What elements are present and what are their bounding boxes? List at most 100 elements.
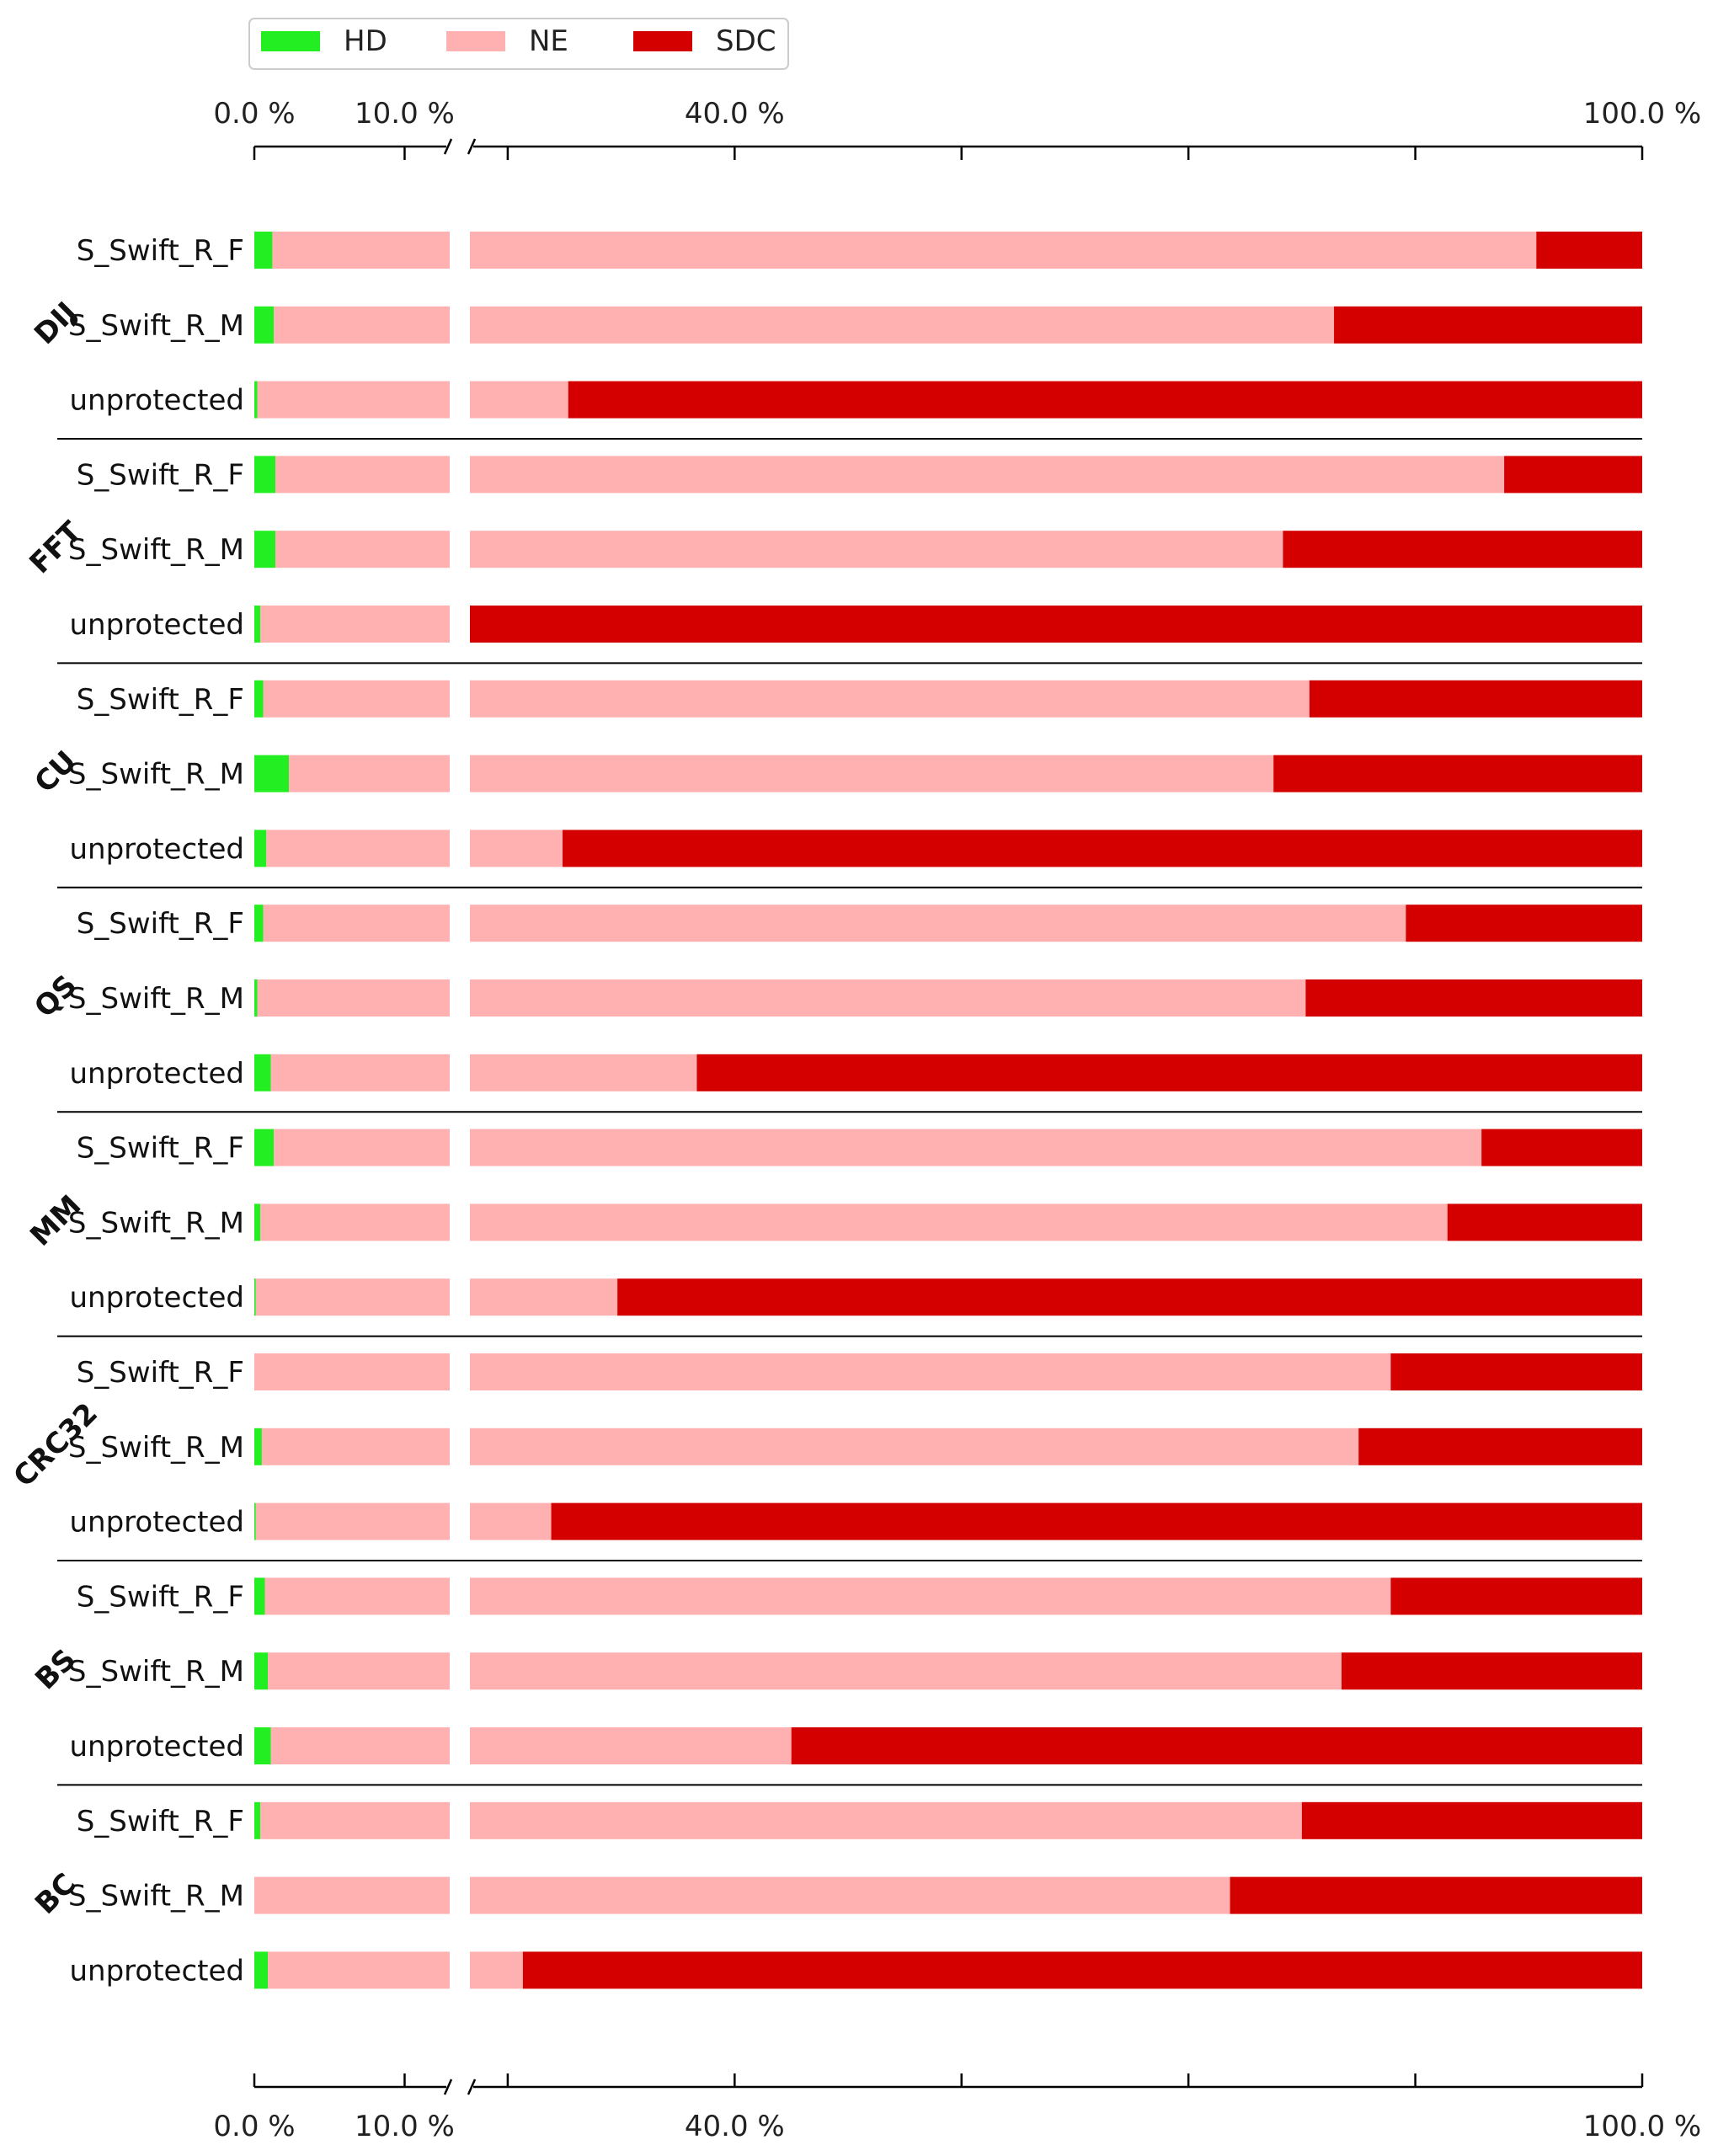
bar-ne bbox=[470, 830, 563, 867]
bar-sdc bbox=[696, 1054, 1642, 1091]
bar-ne bbox=[254, 1876, 450, 1914]
bar-hd bbox=[254, 680, 264, 718]
bar-sdc bbox=[1230, 1876, 1642, 1914]
bar-ne bbox=[275, 531, 450, 568]
bar-ne bbox=[470, 1353, 1391, 1390]
bar-sdc bbox=[1342, 1652, 1642, 1690]
bar-hd bbox=[254, 456, 275, 494]
bar-sdc bbox=[551, 1502, 1642, 1540]
bar-sdc bbox=[1390, 1577, 1642, 1615]
bar-hd bbox=[254, 1203, 261, 1241]
bar-ne bbox=[470, 531, 1283, 568]
top-axis-tick-label: 100.0 % bbox=[1583, 97, 1701, 131]
bar-sdc bbox=[568, 381, 1642, 419]
bar-sdc bbox=[470, 606, 1642, 643]
bar-sdc bbox=[1334, 306, 1642, 344]
category-label: unprotected bbox=[70, 1506, 245, 1540]
category-label: S_Swift_R_F bbox=[77, 1132, 244, 1166]
category-label: S_Swift_R_M bbox=[68, 309, 244, 343]
bar-ne bbox=[255, 1502, 450, 1540]
bar-ne bbox=[268, 1951, 450, 1989]
bar-ne bbox=[274, 1129, 450, 1166]
bar-ne bbox=[257, 979, 450, 1017]
legend-label-hd: HD bbox=[344, 24, 387, 58]
category-label: S_Swift_R_F bbox=[77, 1580, 244, 1614]
bar-ne bbox=[470, 1951, 523, 1989]
group-label: CU bbox=[28, 744, 83, 799]
category-label: S_Swift_R_M bbox=[68, 758, 244, 792]
bar-sdc bbox=[1406, 905, 1642, 942]
bar-sdc bbox=[1301, 1801, 1642, 1839]
category-labels: S_Swift_R_FS_Swift_R_MunprotectedDIJS_Sw… bbox=[7, 234, 244, 1988]
bar-hd bbox=[254, 606, 261, 643]
category-label: S_Swift_R_F bbox=[77, 1356, 244, 1390]
top-axis-tick-label: 0.0 % bbox=[213, 97, 295, 131]
bar-ne bbox=[470, 1428, 1359, 1465]
legend-box bbox=[248, 18, 789, 70]
bar-hd bbox=[254, 1502, 256, 1540]
bar-sdc bbox=[1504, 456, 1642, 494]
bar-ne bbox=[270, 1054, 450, 1091]
category-label: unprotected bbox=[70, 1057, 245, 1091]
bar-sdc bbox=[1536, 232, 1642, 269]
bar-hd bbox=[254, 1652, 269, 1690]
category-label: unprotected bbox=[70, 608, 245, 642]
bar-sdc bbox=[1358, 1428, 1642, 1465]
category-label: unprotected bbox=[70, 1281, 245, 1315]
bar-ne bbox=[470, 1801, 1302, 1839]
category-label: S_Swift_R_M bbox=[68, 533, 244, 567]
bar-hd bbox=[254, 306, 275, 344]
group-label: DIJ bbox=[28, 296, 83, 351]
bottom-axis-tick-label: 0.0 % bbox=[213, 2110, 295, 2143]
top-axis-tick-label: 10.0 % bbox=[355, 97, 455, 131]
bar-sdc bbox=[617, 1278, 1642, 1316]
bar-ne bbox=[470, 1876, 1230, 1914]
top-axis-tick-label: 40.0 % bbox=[685, 97, 785, 131]
bar-hd bbox=[254, 755, 290, 792]
bar-ne bbox=[470, 1577, 1391, 1615]
bar-ne bbox=[261, 1428, 450, 1465]
bottom-axis-tick-label: 100.0 % bbox=[1583, 2110, 1701, 2143]
bar-sdc bbox=[791, 1727, 1642, 1764]
bar-sdc bbox=[1447, 1203, 1642, 1241]
bar-hd bbox=[254, 1428, 262, 1465]
category-label: unprotected bbox=[70, 1954, 245, 1988]
category-label: unprotected bbox=[70, 384, 245, 418]
bar-ne bbox=[470, 905, 1406, 942]
bar-hd bbox=[254, 381, 258, 419]
bar-ne bbox=[470, 1129, 1482, 1166]
bar-ne bbox=[470, 456, 1505, 494]
top-axis-break-right bbox=[467, 138, 477, 155]
bar-ne bbox=[470, 680, 1310, 718]
category-label: unprotected bbox=[70, 1730, 245, 1764]
bar-ne bbox=[275, 456, 450, 494]
bar-ne bbox=[257, 381, 450, 419]
legend-swatch-hd bbox=[261, 31, 320, 51]
bar-ne bbox=[255, 1278, 450, 1316]
bar-ne bbox=[470, 1727, 792, 1764]
category-label: S_Swift_R_M bbox=[68, 1880, 244, 1913]
bar-ne bbox=[470, 1278, 618, 1316]
bar-ne bbox=[260, 606, 450, 643]
bar-ne bbox=[470, 1054, 697, 1091]
group-label: MM bbox=[24, 1189, 88, 1253]
bar-ne bbox=[264, 1577, 450, 1615]
axes: 0.0 % 10.0 % 40.0 % 100.0 % 0.0 % 10.0 % 40.0 … bbox=[57, 97, 1701, 2143]
category-label: S_Swift_R_F bbox=[77, 683, 244, 717]
bar-hd bbox=[254, 1278, 256, 1316]
category-label: S_Swift_R_F bbox=[77, 458, 244, 492]
legend-swatch-ne bbox=[446, 31, 505, 51]
bar-ne bbox=[268, 1652, 450, 1690]
bar-ne bbox=[270, 1727, 450, 1764]
bar-sdc bbox=[1481, 1129, 1642, 1166]
bar-sdc bbox=[1273, 755, 1642, 792]
category-label: S_Swift_R_F bbox=[77, 907, 244, 941]
bar-hd bbox=[254, 1054, 271, 1091]
bar-hd bbox=[254, 1129, 275, 1166]
category-label: S_Swift_R_M bbox=[68, 982, 244, 1016]
bar-hd bbox=[254, 830, 267, 867]
bar-ne bbox=[470, 1502, 552, 1540]
bar-hd bbox=[254, 232, 273, 269]
bar-ne bbox=[470, 755, 1274, 792]
